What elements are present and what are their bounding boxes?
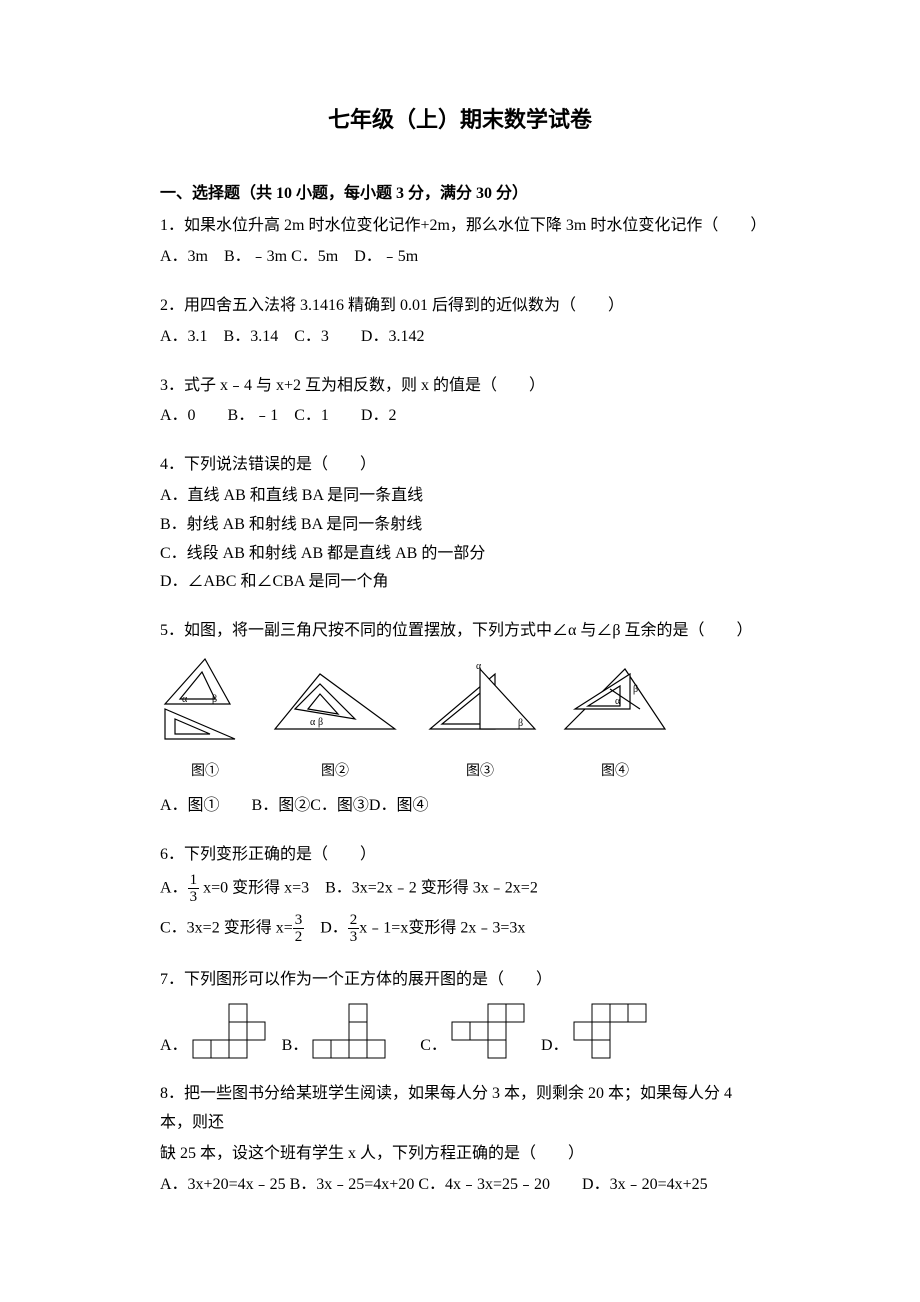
q5-text: 5．如图，将一副三角尺按不同的位置摆放，下列方式中∠α 与∠β 互余的是（ ） bbox=[160, 617, 760, 646]
question-7: 7．下列图形可以作为一个正方体的展开图的是（ ） A． B． bbox=[160, 966, 760, 1061]
question-6: 6．下列变形正确的是（ ） A．13 x=0 变形得 x=3 B．3x=2x﹣2… bbox=[160, 841, 760, 946]
svg-text:α: α bbox=[476, 661, 482, 672]
question-2: 2．用四舍五入法将 3.1416 精确到 0.01 后得到的近似数为（ ） A．… bbox=[160, 292, 760, 352]
q3-options: A．0 B．﹣1 C．1 D．2 bbox=[160, 402, 760, 431]
triangle-setsquare-icon: β α bbox=[560, 654, 670, 744]
q6-optC-prefix: C．3x=2 变形得 x= bbox=[160, 919, 293, 936]
q7-optC: C． bbox=[420, 1002, 529, 1060]
q5-fig3-label: 图③ bbox=[420, 759, 540, 784]
q6-text: 6．下列变形正确的是（ ） bbox=[160, 841, 760, 870]
question-5: 5．如图，将一副三角尺按不同的位置摆放，下列方式中∠α 与∠β 互余的是（ ） … bbox=[160, 617, 760, 821]
q1-text: 1．如果水位升高 2m 时水位变化记作+2m，那么水位下降 3m 时水位变化记作… bbox=[160, 212, 760, 241]
svg-text:β: β bbox=[212, 694, 217, 705]
q7-labelD: D． bbox=[541, 1032, 569, 1061]
page-title: 七年级（上）期末数学试卷 bbox=[160, 100, 760, 140]
q7-text: 7．下列图形可以作为一个正方体的展开图的是（ ） bbox=[160, 966, 760, 995]
triangle-setsquare-icon: α β bbox=[420, 654, 540, 744]
q5-figures: α β 图① α β 图② bbox=[160, 654, 760, 784]
cube-net-icon bbox=[192, 1002, 270, 1060]
q7-labelC: C． bbox=[420, 1032, 447, 1061]
q2-options: A．3.1 B．3.14 C．3 D．3.142 bbox=[160, 323, 760, 352]
q3-text: 3．式子 x﹣4 与 x+2 互为相反数，则 x 的值是（ ） bbox=[160, 372, 760, 401]
q5-fig1: α β 图① bbox=[160, 654, 250, 784]
q7-labelB: B． bbox=[282, 1032, 309, 1061]
q5-fig2: α β 图② bbox=[270, 654, 400, 784]
q5-fig2-label: 图② bbox=[270, 759, 400, 784]
q8-text2: 缺 25 本，设这个班有学生 x 人，下列方程正确的是（ ） bbox=[160, 1140, 760, 1169]
fraction-icon: 23 bbox=[348, 912, 360, 946]
q8-options: A．3x+20=4x﹣25 B．3x﹣25=4x+20 C．4x﹣3x=25﹣2… bbox=[160, 1171, 760, 1200]
q4-optD: D．∠ABC 和∠CBA 是同一个角 bbox=[160, 568, 760, 597]
question-4: 4．下列说法错误的是（ ） A．直线 AB 和直线 BA 是同一条直线 B．射线… bbox=[160, 451, 760, 597]
q7-optD: D． bbox=[541, 1002, 651, 1060]
svg-text:β: β bbox=[318, 717, 323, 728]
svg-text:α: α bbox=[615, 696, 621, 707]
q6-optA-mid: x=0 变形得 x=3 B．3x=2x﹣2 变形得 3x﹣2x=2 bbox=[199, 879, 538, 896]
fraction-icon: 32 bbox=[293, 912, 305, 946]
q4-optA: A．直线 AB 和直线 BA 是同一条直线 bbox=[160, 482, 760, 511]
q8-text1: 8．把一些图书分给某班学生阅读，如果每人分 3 本，则剩余 20 本；如果每人分… bbox=[160, 1080, 760, 1138]
q6-optA-prefix: A． bbox=[160, 879, 188, 896]
q4-optC: C．线段 AB 和射线 AB 都是直线 AB 的一部分 bbox=[160, 540, 760, 569]
q1-options: A．3m B．﹣3m C．5m D．﹣5m bbox=[160, 243, 760, 272]
q6-optC-suffix: D． bbox=[304, 919, 348, 936]
q2-text: 2．用四舍五入法将 3.1416 精确到 0.01 后得到的近似数为（ ） bbox=[160, 292, 760, 321]
q7-optA: A． bbox=[160, 1002, 270, 1060]
q6-line1: A．13 x=0 变形得 x=3 B．3x=2x﹣2 变形得 3x﹣2x=2 bbox=[160, 872, 760, 906]
cube-net-icon bbox=[573, 1002, 651, 1060]
q4-text: 4．下列说法错误的是（ ） bbox=[160, 451, 760, 480]
q5-fig1-label: 图① bbox=[160, 759, 250, 784]
q5-fig3: α β 图③ bbox=[420, 654, 540, 784]
q7-optB: B． bbox=[282, 1002, 409, 1060]
svg-text:α: α bbox=[182, 694, 188, 705]
fraction-icon: 13 bbox=[188, 872, 200, 906]
q5-fig4-label: 图④ bbox=[560, 759, 670, 784]
cube-net-icon bbox=[312, 1002, 408, 1060]
svg-text:α: α bbox=[310, 717, 316, 728]
svg-text:β: β bbox=[633, 684, 638, 695]
q7-labelA: A． bbox=[160, 1032, 188, 1061]
q7-options-row: A． B． bbox=[160, 1002, 760, 1060]
question-8: 8．把一些图书分给某班学生阅读，如果每人分 3 本，则剩余 20 本；如果每人分… bbox=[160, 1080, 760, 1199]
q5-fig4: β α 图④ bbox=[560, 654, 670, 784]
q6-line2: C．3x=2 变形得 x=32 D．23x﹣1=x变形得 2x﹣3=3x bbox=[160, 912, 760, 946]
section-header: 一、选择题（共 10 小题，每小题 3 分，满分 30 分） bbox=[160, 180, 760, 209]
q5-options: A．图① B．图②C．图③D．图④ bbox=[160, 792, 760, 821]
triangle-setsquare-icon: α β bbox=[160, 654, 250, 744]
q6-optD-suffix: x﹣1=x变形得 2x﹣3=3x bbox=[359, 919, 525, 936]
triangle-setsquare-icon: α β bbox=[270, 654, 400, 744]
q4-optB: B．射线 AB 和射线 BA 是同一条射线 bbox=[160, 511, 760, 540]
question-1: 1．如果水位升高 2m 时水位变化记作+2m，那么水位下降 3m 时水位变化记作… bbox=[160, 212, 760, 272]
cube-net-icon bbox=[451, 1002, 529, 1060]
svg-text:β: β bbox=[518, 718, 523, 729]
question-3: 3．式子 x﹣4 与 x+2 互为相反数，则 x 的值是（ ） A．0 B．﹣1… bbox=[160, 372, 760, 432]
